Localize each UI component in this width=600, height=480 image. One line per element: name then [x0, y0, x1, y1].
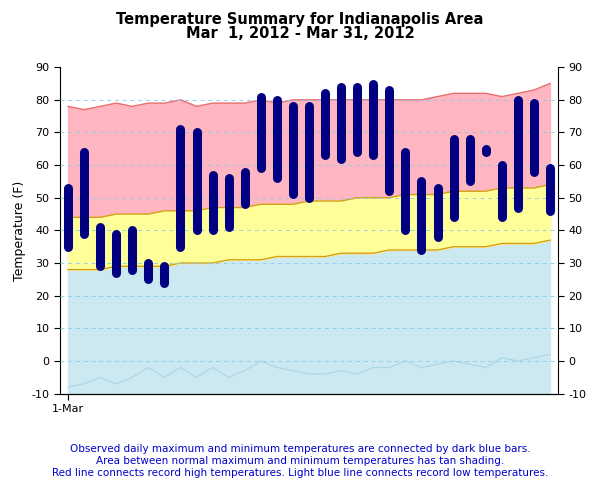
Text: Temperature Summary for Indianapolis Area: Temperature Summary for Indianapolis Are… — [116, 12, 484, 27]
Text: Mar  1, 2012 - Mar 31, 2012: Mar 1, 2012 - Mar 31, 2012 — [185, 26, 415, 41]
Text: Observed daily maximum and minimum temperatures are connected by dark blue bars.: Observed daily maximum and minimum tempe… — [52, 444, 548, 478]
Y-axis label: Temperature (F): Temperature (F) — [13, 180, 26, 280]
